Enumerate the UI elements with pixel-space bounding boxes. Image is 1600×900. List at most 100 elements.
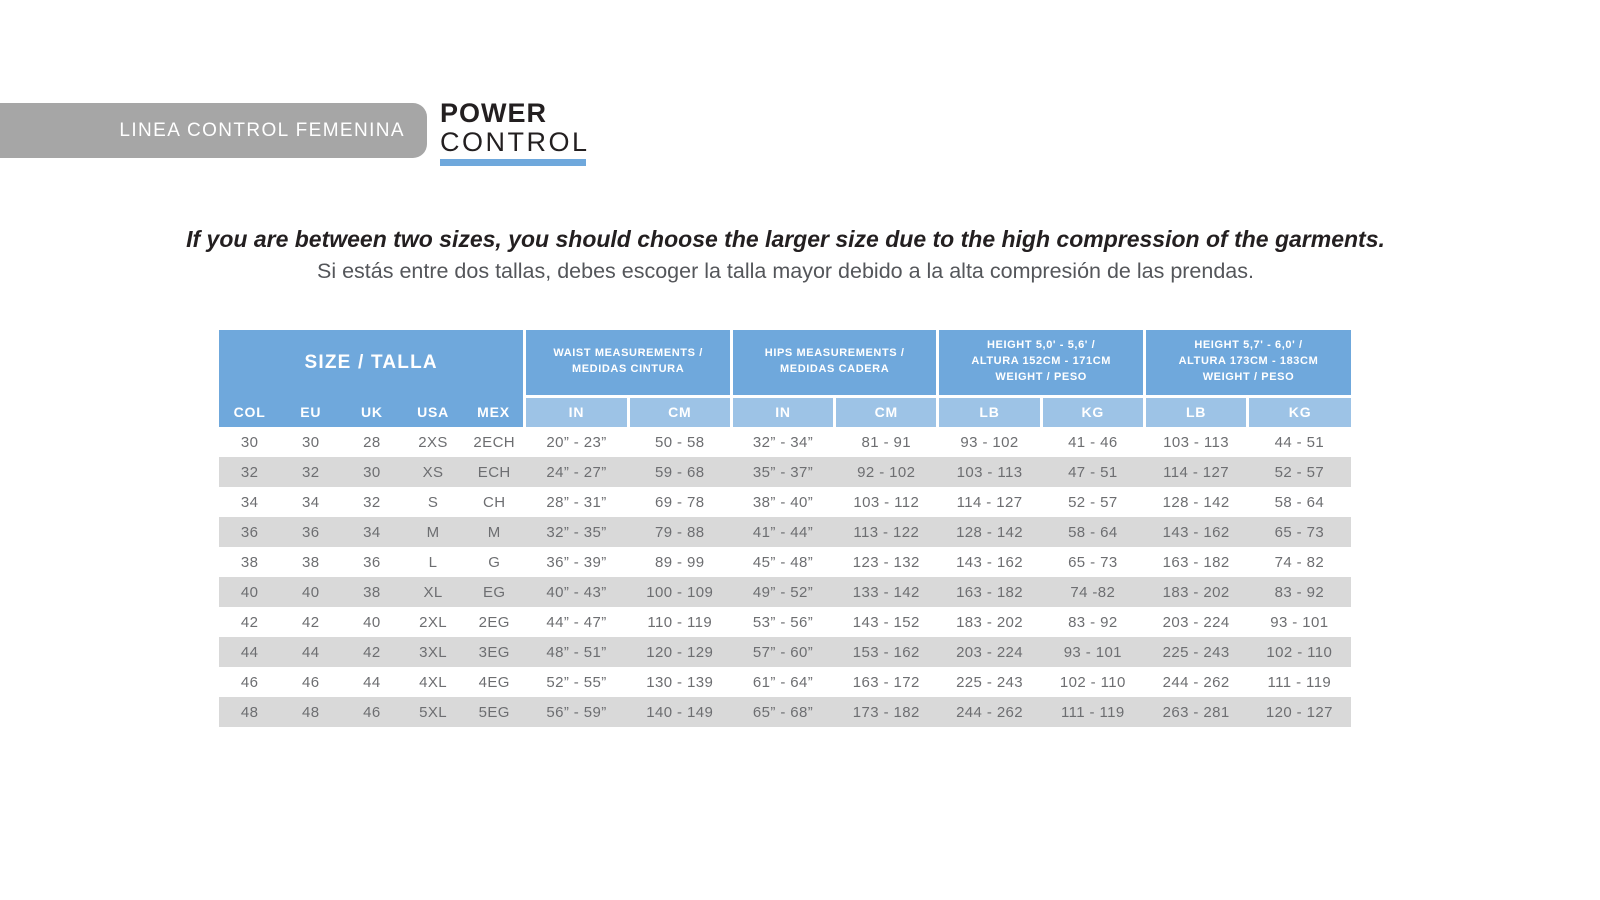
waist-in-header: IN — [524, 396, 630, 427]
table-row: 48 48 46 5XL 5EG 56” - 59” 140 - 149 65” - 68” 1… — [219, 697, 1351, 727]
table-cell: 102 - 110 — [1266, 643, 1333, 661]
table-cell: 103 - 113 — [956, 463, 1023, 481]
table-cell: 44 - 51 — [1274, 433, 1325, 451]
table-cell: 244 - 262 — [956, 703, 1024, 721]
height-short-line1: HEIGHT 5,0' - 5,6' / — [987, 339, 1096, 352]
height-short-group-header: HEIGHT 5,0' - 5,6' / ALTURA 152CM - 171C… — [937, 330, 1146, 398]
table-cell: L — [428, 553, 438, 571]
table-cell: 32” - 35” — [546, 523, 607, 541]
table-cell: 89 - 99 — [655, 553, 705, 571]
table-cell: 183 - 202 — [956, 613, 1024, 631]
table-cell: 153 - 162 — [852, 643, 920, 661]
table-cell: 65 - 73 — [1274, 523, 1325, 541]
table-cell: M — [487, 523, 501, 541]
table-cell: 61” - 64” — [752, 673, 814, 691]
table-cell: 42 — [301, 613, 320, 631]
table-cell: 56” - 59” — [546, 703, 607, 721]
table-cell: 44 — [363, 673, 381, 691]
height-short-line3: WEIGHT / PESO — [995, 371, 1087, 384]
size-table-body: 30 30 28 2XS 2ECH 20” - 23” 50 - 58 32” - 34” 81… — [219, 427, 1351, 727]
table-cell: 69 - 78 — [655, 493, 705, 511]
sizing-notice-spanish: Si estás entre dos tallas, debes escoger… — [317, 259, 1254, 283]
table-cell: S — [427, 493, 439, 511]
size-chart-table: SIZE / TALLA WAIST MEASUREMENTS / MEDIDA… — [219, 330, 1351, 727]
table-cell: 52 - 57 — [1274, 463, 1325, 481]
hips-header-line1: HIPS MEASUREMENTS / — [764, 347, 905, 360]
table-cell: 46 — [301, 673, 320, 691]
table-cell: 38 — [301, 553, 320, 571]
table-cell: 42 — [240, 613, 259, 631]
table-cell: 93 - 102 — [960, 433, 1019, 451]
table-cell: 40 — [301, 583, 320, 601]
table-cell: 93 - 101 — [1063, 643, 1122, 661]
height-tall-lb-header: LB — [1144, 396, 1250, 427]
waist-group-header: WAIST MEASUREMENTS / MEDIDAS CINTURA — [524, 330, 733, 398]
table-cell: 38 — [240, 553, 259, 571]
table-cell: 163 - 172 — [852, 673, 920, 691]
waist-header-line2: MEDIDAS CINTURA — [571, 363, 685, 376]
table-cell: 128 - 142 — [1162, 493, 1230, 511]
table-cell: 183 - 202 — [1162, 583, 1230, 601]
hips-cm-header: CM — [834, 396, 940, 427]
table-cell: 123 - 132 — [852, 553, 920, 571]
table-cell: 24” - 27” — [546, 463, 607, 481]
table-cell: 48 — [301, 703, 320, 721]
table-cell: 65 - 73 — [1068, 553, 1118, 571]
table-cell: 103 - 113 — [1163, 433, 1230, 451]
table-cell: 35” - 37” — [752, 463, 814, 481]
table-cell: 38 — [363, 583, 381, 601]
table-cell: 28 — [363, 433, 381, 451]
table-cell: 143 - 162 — [1162, 523, 1230, 541]
table-cell: 4EG — [478, 673, 510, 691]
hips-group-header: HIPS MEASUREMENTS / MEDIDAS CADERA — [731, 330, 940, 398]
table-cell: 244 - 262 — [1162, 673, 1230, 691]
table-cell: 49” - 52” — [752, 583, 814, 601]
power-control-logo: POWER CONTROL — [440, 100, 590, 166]
table-cell: 4XL — [419, 673, 447, 691]
table-row: 36 36 34 M M 32” - 35” 79 - 88 41” - 44” 113 - 1… — [219, 517, 1351, 547]
table-cell: 81 - 91 — [861, 433, 912, 451]
table-cell: 36 — [363, 553, 381, 571]
table-cell: ECH — [477, 463, 511, 481]
logo-word-power: POWER — [440, 98, 548, 128]
table-cell: 28” - 31” — [546, 493, 607, 511]
table-cell: 48” - 51” — [546, 643, 607, 661]
table-cell: 32 — [363, 493, 381, 511]
table-cell: 74 - 82 — [1274, 553, 1325, 571]
logo-underline-bar — [440, 159, 586, 166]
table-cell: 263 - 281 — [1162, 703, 1230, 721]
table-cell: 36” - 39” — [546, 553, 607, 571]
table-cell: 20” - 23” — [546, 433, 607, 451]
table-cell: 65” - 68” — [752, 703, 814, 721]
table-cell: 47 - 51 — [1068, 463, 1118, 481]
table-cell: 44 — [240, 643, 259, 661]
table-cell: 133 - 142 — [852, 583, 920, 601]
table-cell: 130 - 139 — [646, 673, 714, 691]
waist-header-line1: WAIST MEASUREMENTS / — [553, 347, 703, 360]
table-cell: 41 - 46 — [1068, 433, 1118, 451]
table-cell: 46 — [240, 673, 259, 691]
table-cell: 45” - 48” — [752, 553, 814, 571]
table-cell: 32 — [240, 463, 259, 481]
table-cell: 2ECH — [473, 433, 516, 451]
size-talla-header: SIZE / TALLA — [219, 330, 527, 396]
table-cell: 32” - 34” — [752, 433, 814, 451]
table-row: 44 44 42 3XL 3EG 48” - 51” 120 - 129 57” - 60” 1… — [219, 637, 1351, 667]
table-cell: 30 — [363, 463, 381, 481]
table-cell: 163 - 182 — [1162, 553, 1230, 571]
table-cell: 143 - 162 — [956, 553, 1024, 571]
table-subheader-row: COL EU UK USA MEX IN CM IN CM LB KG LB K… — [219, 396, 1351, 427]
table-cell: 102 - 110 — [1059, 673, 1126, 691]
table-cell: EG — [482, 583, 506, 601]
table-cell: 103 - 112 — [853, 493, 920, 511]
table-cell: 2XS — [418, 433, 448, 451]
table-cell: M — [426, 523, 440, 541]
table-cell: 50 - 58 — [655, 433, 705, 451]
table-cell: 113 - 122 — [853, 523, 920, 541]
table-cell: 58 - 64 — [1274, 493, 1325, 511]
table-cell: 41” - 44” — [752, 523, 814, 541]
table-cell: 83 - 92 — [1068, 613, 1118, 631]
height-tall-line2: ALTURA 173CM - 183CM — [1178, 355, 1319, 368]
table-cell: 203 - 224 — [956, 643, 1024, 661]
